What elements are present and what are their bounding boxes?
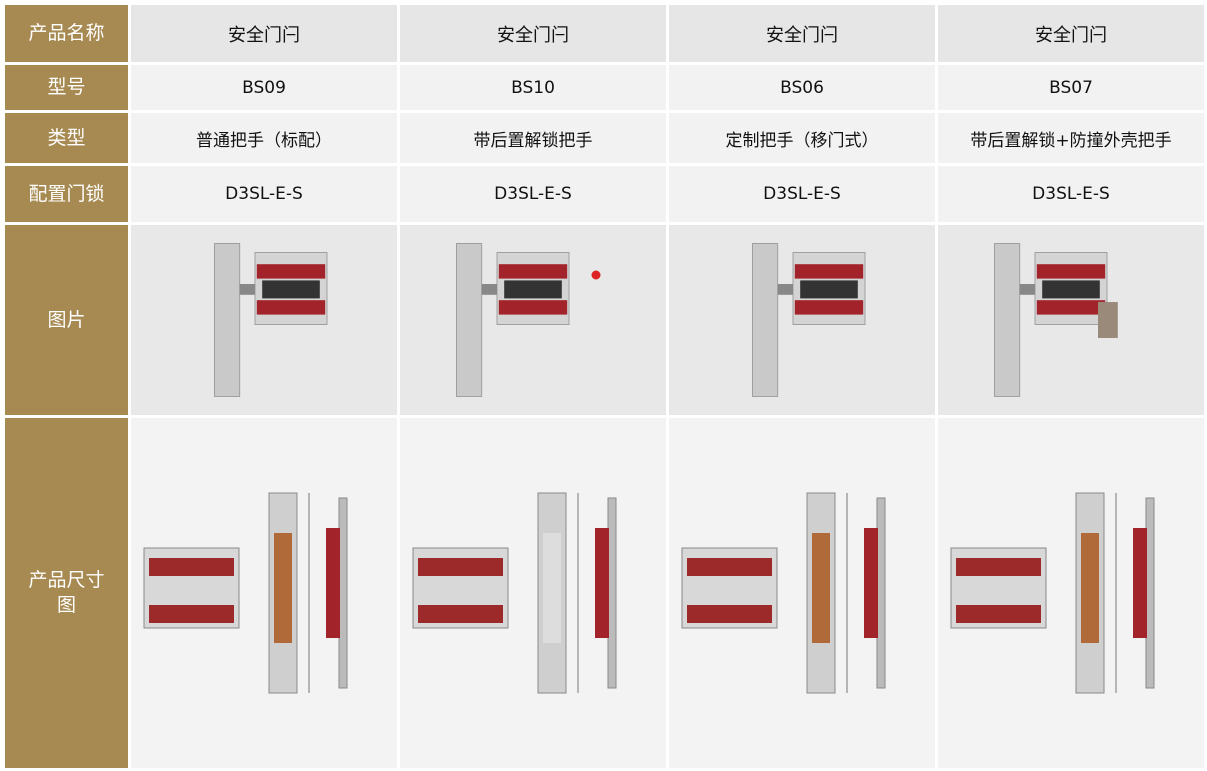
cell: 安全门闩 (400, 5, 666, 62)
row-header: 图片 (5, 225, 128, 415)
shape (876, 497, 886, 689)
cell: BS09 (131, 65, 397, 110)
cell: D3SL-E-S (938, 166, 1204, 222)
shape (256, 300, 326, 315)
shape (956, 605, 1041, 623)
shape (262, 280, 320, 299)
shape (1145, 497, 1155, 689)
shape (1081, 533, 1099, 643)
shape (994, 243, 1118, 397)
row-header: 配置门锁 (5, 166, 128, 222)
shape (498, 300, 568, 315)
shape (681, 492, 886, 694)
shape (752, 243, 779, 397)
shape (543, 533, 561, 643)
spec-table: 产品名称 安全门闩 安全门闩 安全门闩 安全门闩 型号 BS09 BS10 BS06 BS07 类型… (5, 5, 1204, 768)
illustration (994, 243, 1118, 397)
shape (812, 533, 830, 643)
cell: 带后置解锁把手 (400, 113, 666, 163)
cell: 安全门闩 (669, 5, 935, 62)
cell: BS10 (400, 65, 666, 110)
row-header: 类型 (5, 113, 128, 163)
product-photo (400, 225, 666, 415)
shape (687, 558, 772, 576)
illustration (681, 492, 886, 694)
row-header: 型号 (5, 65, 128, 110)
shape (214, 243, 241, 397)
shape (456, 243, 601, 397)
product-photo (131, 225, 397, 415)
product-photo (938, 225, 1204, 415)
dimension-drawing (938, 418, 1204, 768)
shape (326, 528, 340, 638)
shape (456, 243, 483, 397)
cell: 定制把手（移门式） (669, 113, 935, 163)
shape (752, 243, 866, 397)
shape (607, 497, 617, 689)
dimension-drawing (131, 418, 397, 768)
shape (950, 492, 1155, 694)
shape (149, 558, 234, 576)
shape (239, 284, 255, 295)
dimension-drawing (400, 418, 666, 768)
shape (794, 300, 864, 315)
illustration (214, 243, 328, 397)
shape (1019, 284, 1035, 295)
shape (806, 492, 836, 694)
shape (1133, 528, 1147, 638)
illustration (950, 492, 1155, 694)
shape (481, 284, 497, 295)
shape (1042, 280, 1100, 299)
shape (274, 533, 292, 643)
shape (777, 284, 793, 295)
shape (800, 280, 858, 299)
shape (687, 605, 772, 623)
shape (412, 492, 617, 694)
dimension-drawing (669, 418, 935, 768)
cell: 普通把手（标配） (131, 113, 397, 163)
illustration (143, 492, 348, 694)
shape (498, 264, 568, 279)
shape (143, 492, 348, 694)
shape (994, 243, 1021, 397)
shape (956, 558, 1041, 576)
shape (1036, 300, 1106, 315)
shape (794, 264, 864, 279)
shape (1098, 302, 1118, 338)
shape (595, 528, 609, 638)
cell: D3SL-E-S (669, 166, 935, 222)
shape (504, 280, 562, 299)
shape (418, 558, 503, 576)
cell: D3SL-E-S (131, 166, 397, 222)
product-photo (669, 225, 935, 415)
cell: BS06 (669, 65, 935, 110)
row-header: 产品尺寸图 (5, 418, 128, 768)
cell: 安全门闩 (938, 5, 1204, 62)
cell: 安全门闩 (131, 5, 397, 62)
illustration (752, 243, 866, 397)
illustration (456, 243, 601, 397)
cell: 带后置解锁+防撞外壳把手 (938, 113, 1204, 163)
row-header: 产品名称 (5, 5, 128, 62)
shape (864, 528, 878, 638)
shape (418, 605, 503, 623)
shape (591, 270, 601, 280)
shape (1036, 264, 1106, 279)
shape (214, 243, 328, 397)
shape (256, 264, 326, 279)
shape (338, 497, 348, 689)
illustration (412, 492, 617, 694)
cell: BS07 (938, 65, 1204, 110)
shape (149, 605, 234, 623)
cell: D3SL-E-S (400, 166, 666, 222)
